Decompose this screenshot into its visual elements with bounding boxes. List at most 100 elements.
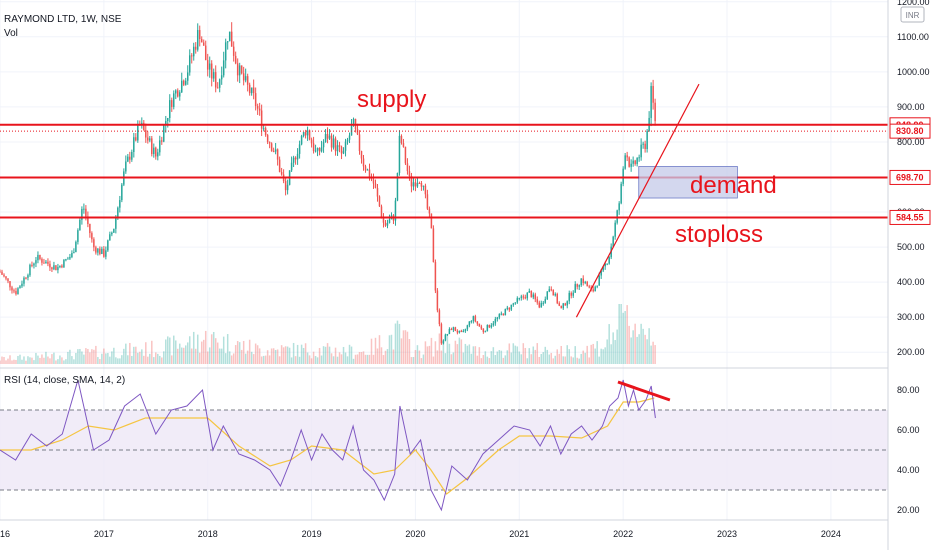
volume-bar [354,354,357,364]
volume-bar [105,353,107,364]
candle-body [414,182,417,187]
candle-body [181,80,183,93]
volume-bar [167,336,169,364]
candle-body [11,287,13,291]
volume-bar [400,338,403,364]
volume-bar [79,348,81,364]
candle-body [336,145,339,152]
candle-body [23,277,25,284]
candle-body [450,329,453,331]
candle-body [376,188,379,197]
candle-body [59,265,61,268]
candle-body [210,63,213,79]
candle-body [418,182,421,184]
candle-body [492,323,495,326]
candle-body [190,55,193,57]
rsi-divergence-line[interactable] [617,380,671,402]
candle-body [420,183,423,187]
candle-body [432,228,435,263]
candle-body [163,125,165,142]
volume-bar [214,338,217,364]
candle-body [278,159,281,172]
candle-body [300,135,303,145]
candle-body [366,169,369,171]
candle-body [73,252,75,254]
volume-bar [188,336,191,364]
volume-bar [153,357,155,364]
candle-body [173,93,175,107]
candle-body [175,90,177,94]
candle-body [119,200,121,208]
candle-body [618,203,620,211]
volume-bar [588,357,590,364]
candle-body [358,134,361,152]
candle-body [538,302,541,308]
volume-bar [340,354,343,364]
candle-body [328,135,331,139]
candle-body [342,150,345,154]
volume-bar [532,346,535,364]
candle-body [49,263,51,268]
volume-bar [131,355,133,364]
candle-body [332,138,335,148]
volume-bar [21,359,23,364]
candle-body [638,157,640,159]
volume-bar [143,355,145,364]
candle-body [546,291,549,300]
volume-bar [464,343,467,364]
volume-bar [358,352,361,364]
candle-body [51,267,53,270]
volume-bar [352,358,355,364]
volume-bar [71,356,73,364]
volume-bar [65,359,67,364]
candle-body [476,321,479,324]
volume-bar [109,356,111,364]
candle-body [446,333,449,335]
candle-body [606,263,608,265]
candle-body [286,184,289,191]
volume-bar [474,346,477,364]
candle-body [230,31,233,47]
volume-bar [544,346,547,364]
volume-bar [572,357,574,364]
volume-bar [89,352,91,364]
candle-body [512,303,515,305]
candle-body [125,161,127,172]
volume-bar [380,347,383,364]
x-tick-label: 2023 [717,529,737,539]
volume-bar [458,337,461,364]
volume-bar [488,358,491,364]
candle-body [262,128,265,130]
volume-bar [524,347,527,364]
rsi-y-tick-label: 60.00 [897,425,920,435]
trendline[interactable] [575,83,700,318]
volume-bar [418,350,421,364]
volume-bar [141,349,143,364]
candle-body [67,258,69,260]
volume-bar [594,348,596,364]
volume-bar [5,360,7,364]
candle-body [600,270,602,276]
candle-body [57,267,59,271]
volume-bar [360,352,363,364]
volume-bar [502,357,505,364]
candle-body [7,278,9,282]
demand-zone[interactable] [638,166,738,199]
volume-bar [179,343,181,364]
volume-bar [198,352,201,364]
volume-bar [270,348,273,364]
candle-body [113,228,115,233]
volume-bar [97,357,99,364]
volume-bar [504,355,507,364]
candle-body [121,184,123,201]
volume-bar [183,347,185,364]
volume-bar [602,349,604,364]
volume-bar [432,356,435,364]
volume-bar [49,358,51,364]
candle-body [206,60,209,70]
candle-body [612,236,614,247]
candle-body [416,182,419,187]
candle-body [620,183,622,204]
volume-bar [620,304,622,364]
